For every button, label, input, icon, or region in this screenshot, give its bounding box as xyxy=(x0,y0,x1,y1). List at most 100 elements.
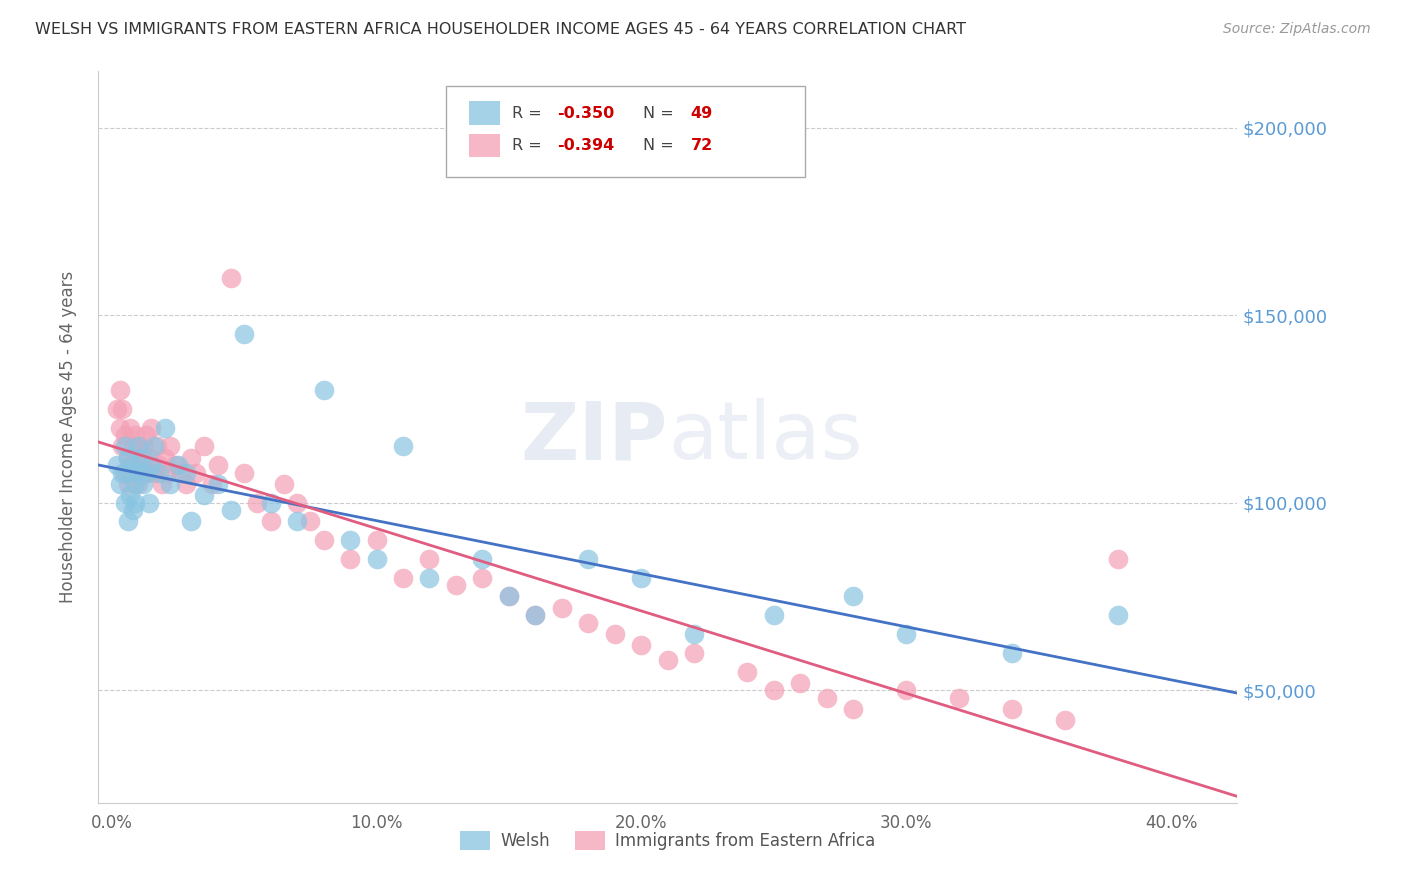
Point xyxy=(737,665,759,679)
Point xyxy=(273,477,295,491)
Point xyxy=(1107,608,1129,623)
Point xyxy=(124,496,146,510)
Point xyxy=(285,496,308,510)
FancyBboxPatch shape xyxy=(446,86,804,178)
Point xyxy=(842,702,865,716)
Point xyxy=(471,552,494,566)
Point xyxy=(135,428,157,442)
Point xyxy=(551,600,574,615)
Point xyxy=(219,270,242,285)
Point xyxy=(121,466,143,480)
Point xyxy=(105,401,128,416)
Point xyxy=(896,683,918,698)
Point xyxy=(120,488,142,502)
Point xyxy=(1001,646,1024,660)
Point xyxy=(498,590,520,604)
Point xyxy=(207,477,229,491)
Point xyxy=(124,450,146,465)
Point xyxy=(159,477,181,491)
Point xyxy=(603,627,626,641)
Point xyxy=(471,571,494,585)
Bar xyxy=(468,102,501,125)
Point xyxy=(165,458,187,473)
Point xyxy=(180,515,202,529)
Point xyxy=(167,458,190,473)
Point xyxy=(108,420,131,434)
Point xyxy=(150,477,173,491)
Text: ZIP: ZIP xyxy=(520,398,668,476)
Point xyxy=(132,450,155,465)
Point xyxy=(127,440,149,454)
Point xyxy=(630,571,652,585)
Point xyxy=(117,450,139,465)
Point xyxy=(120,466,142,480)
Point xyxy=(174,466,197,480)
Point xyxy=(498,590,520,604)
Point xyxy=(366,533,388,548)
Point xyxy=(418,571,440,585)
Point xyxy=(145,440,167,454)
Point xyxy=(366,552,388,566)
Point xyxy=(111,466,134,480)
Point xyxy=(392,440,415,454)
Point xyxy=(444,578,467,592)
Point xyxy=(143,440,166,454)
Point xyxy=(180,450,202,465)
Point xyxy=(948,690,970,705)
Text: 49: 49 xyxy=(690,105,713,120)
Point xyxy=(117,477,139,491)
Point xyxy=(169,466,191,480)
Text: R =: R = xyxy=(512,105,547,120)
Point xyxy=(143,466,166,480)
Point xyxy=(124,428,146,442)
Text: -0.350: -0.350 xyxy=(557,105,614,120)
Point xyxy=(120,458,142,473)
Point xyxy=(127,477,149,491)
Point xyxy=(117,515,139,529)
Point xyxy=(312,533,335,548)
Y-axis label: Householder Income Ages 45 - 64 years: Householder Income Ages 45 - 64 years xyxy=(59,271,77,603)
Point xyxy=(193,440,215,454)
Point xyxy=(630,638,652,652)
Point xyxy=(105,458,128,473)
Point xyxy=(762,683,785,698)
Point xyxy=(1001,702,1024,716)
Point xyxy=(339,533,361,548)
Point xyxy=(127,440,149,454)
Point xyxy=(312,383,335,397)
Point xyxy=(120,420,142,434)
Bar xyxy=(468,134,501,157)
Point xyxy=(193,488,215,502)
Point xyxy=(683,627,706,641)
Point xyxy=(524,608,547,623)
Point xyxy=(299,515,322,529)
Point xyxy=(132,477,155,491)
Point xyxy=(141,458,163,473)
Point xyxy=(657,653,679,667)
Point xyxy=(129,466,152,480)
Point xyxy=(117,450,139,465)
Point xyxy=(121,503,143,517)
Point xyxy=(148,466,170,480)
Point xyxy=(129,458,152,473)
Point xyxy=(201,477,224,491)
Point xyxy=(148,458,170,473)
Point xyxy=(135,466,157,480)
Point xyxy=(141,420,163,434)
Point xyxy=(129,450,152,465)
Point xyxy=(233,466,256,480)
Point xyxy=(153,450,176,465)
Legend: Welsh, Immigrants from Eastern Africa: Welsh, Immigrants from Eastern Africa xyxy=(454,824,882,856)
Point xyxy=(576,615,599,630)
Text: N =: N = xyxy=(643,137,679,153)
Point xyxy=(159,440,181,454)
Point xyxy=(114,440,136,454)
Point xyxy=(576,552,599,566)
Point xyxy=(896,627,918,641)
Point xyxy=(174,477,197,491)
Point xyxy=(186,466,208,480)
Point xyxy=(132,440,155,454)
Point xyxy=(121,440,143,454)
Point xyxy=(789,675,811,690)
Point xyxy=(138,496,160,510)
